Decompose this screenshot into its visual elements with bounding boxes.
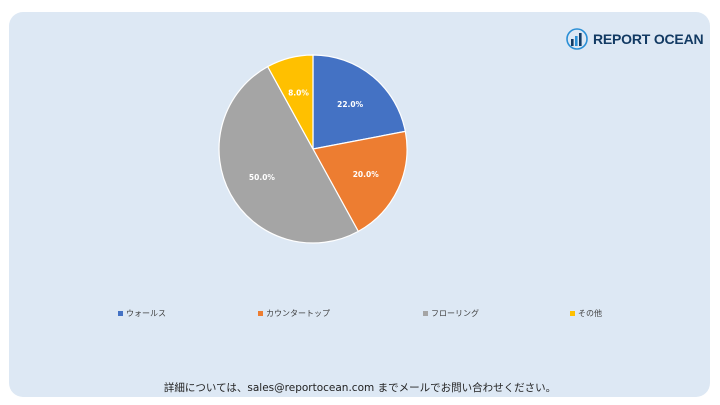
brand-name: REPORT OCEAN: [593, 31, 704, 47]
legend-swatch: [118, 311, 123, 316]
slice-label: 20.0%: [353, 170, 380, 179]
legend-label: カウンタートップ: [266, 309, 330, 318]
brand-logo: REPORT OCEAN: [566, 28, 704, 50]
slice-label: 50.0%: [249, 173, 276, 182]
legend-item: フローリング: [423, 308, 479, 319]
legend-label: フローリング: [431, 309, 479, 318]
legend-item: その他: [570, 308, 602, 319]
legend-swatch: [423, 311, 428, 316]
legend-item: カウンタートップ: [258, 308, 330, 319]
pie-slice: [266, 54, 314, 150]
legend-swatch: [258, 311, 263, 316]
slice-label: 22.0%: [337, 100, 364, 109]
chart-legend: ウォールス カウンタートップ フローリング その他: [0, 308, 720, 322]
legend-label: その他: [578, 309, 602, 318]
contact-footer: 詳細については、sales@reportocean.com までメールでお問い合…: [163, 382, 557, 394]
legend-item: ウォールス: [118, 308, 166, 319]
slice-label: 8.0%: [288, 89, 309, 98]
pie-slice: [312, 130, 408, 233]
legend-label: ウォールス: [126, 309, 166, 318]
bar-chart-logo-icon: [566, 28, 588, 50]
legend-swatch: [570, 311, 575, 316]
pie-slice: [312, 54, 407, 150]
pie-slice: [218, 65, 360, 244]
